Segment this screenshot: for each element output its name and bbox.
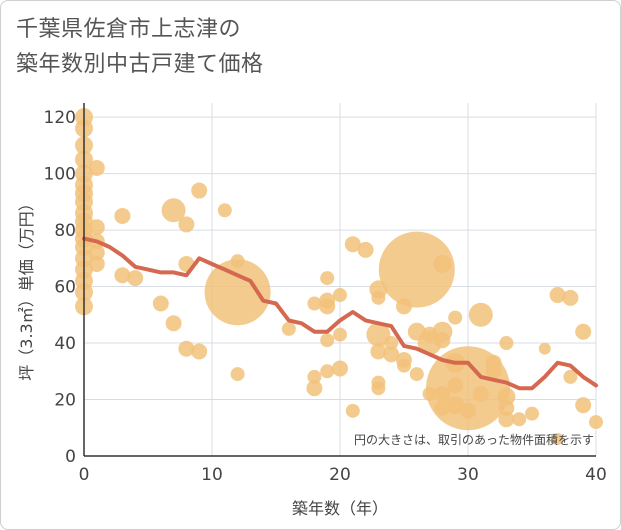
bubble xyxy=(485,363,502,380)
bubble xyxy=(319,298,336,315)
bubble xyxy=(512,412,527,427)
average-price-line xyxy=(82,236,598,391)
bubble xyxy=(409,367,424,382)
bubble xyxy=(88,219,105,236)
tick-labels: 0 20 40 60 80 100 120 0 10 20 30 40 xyxy=(44,108,607,485)
bubble xyxy=(88,244,105,261)
bubble xyxy=(549,287,566,304)
x-tick-label: 40 xyxy=(585,465,607,485)
bubble xyxy=(333,288,347,303)
x-tick-label: 20 xyxy=(329,465,351,485)
x-axis-label: 築年数（年） xyxy=(292,499,388,518)
x-tick-label: 10 xyxy=(201,465,223,485)
bubble xyxy=(178,340,195,357)
bubble xyxy=(575,397,592,414)
bubble xyxy=(433,254,452,273)
chart-title-line-2: 築年数別中古戸建て価格 xyxy=(16,52,264,77)
bubble xyxy=(230,254,245,269)
bubble xyxy=(366,322,391,347)
bubble xyxy=(538,342,551,355)
bubble xyxy=(562,289,579,306)
bubble xyxy=(378,231,455,308)
bubble xyxy=(499,336,514,351)
bubble-size-note: 円の大きさは、取引のあった物件面積を示す xyxy=(354,432,594,447)
bubble xyxy=(497,387,516,406)
x-tick-label: 30 xyxy=(457,465,479,485)
bubble xyxy=(333,327,347,342)
bubble xyxy=(498,411,515,428)
y-tick-label: 40 xyxy=(54,334,76,354)
bubble xyxy=(114,207,131,224)
bubble xyxy=(230,367,245,382)
bubble xyxy=(551,433,564,446)
y-tick-label: 120 xyxy=(44,108,76,128)
bubble xyxy=(161,198,186,223)
x-tick-label: 0 xyxy=(79,465,90,485)
y-tick-label: 0 xyxy=(65,447,76,467)
bubble xyxy=(332,360,348,377)
bubble xyxy=(88,255,105,272)
bubble xyxy=(434,332,451,349)
bubble xyxy=(525,406,539,421)
axes xyxy=(83,103,596,457)
y-tick-label: 60 xyxy=(54,278,76,298)
bubble xyxy=(345,403,360,418)
bubble xyxy=(191,182,208,199)
bubble xyxy=(344,236,361,253)
bubble xyxy=(127,270,144,287)
bubble xyxy=(217,203,232,218)
bubble xyxy=(575,323,592,340)
bubble xyxy=(307,369,322,384)
bubble xyxy=(384,336,399,351)
bubble xyxy=(165,315,182,332)
bubble xyxy=(472,385,489,402)
grid-lines xyxy=(84,103,597,456)
bubble xyxy=(281,321,296,336)
bubble xyxy=(371,381,386,396)
bubble xyxy=(307,296,322,311)
y-tick-label: 80 xyxy=(54,221,76,241)
bubble xyxy=(306,380,323,397)
bubble xyxy=(589,415,603,430)
chart-title: 千葉県佐倉市上志津の 築年数別中古戸建て価格 xyxy=(16,12,264,82)
bubble xyxy=(320,364,335,379)
bubble xyxy=(357,241,374,258)
bubble xyxy=(448,310,463,325)
bubble xyxy=(371,290,386,305)
y-tick-label: 20 xyxy=(54,391,76,411)
bubble xyxy=(178,216,195,233)
bubble xyxy=(204,259,271,326)
bubble xyxy=(114,267,131,284)
bubble xyxy=(397,358,411,373)
bubble xyxy=(460,402,476,419)
bubble xyxy=(563,369,578,384)
bubble xyxy=(191,343,208,360)
bubble xyxy=(468,302,493,327)
chart-title-line-1: 千葉県佐倉市上志津の xyxy=(16,17,242,42)
bubble xyxy=(152,295,169,312)
y-tick-label: 100 xyxy=(44,165,76,185)
bubble xyxy=(383,346,400,363)
y-axis-label: 坪（3.3㎡）単価（万円） xyxy=(17,195,36,380)
bubble xyxy=(320,271,335,286)
bubble xyxy=(88,159,105,176)
bubble xyxy=(370,343,387,360)
bubble xyxy=(320,333,335,348)
bubbles xyxy=(75,108,603,446)
bubble xyxy=(498,399,515,416)
